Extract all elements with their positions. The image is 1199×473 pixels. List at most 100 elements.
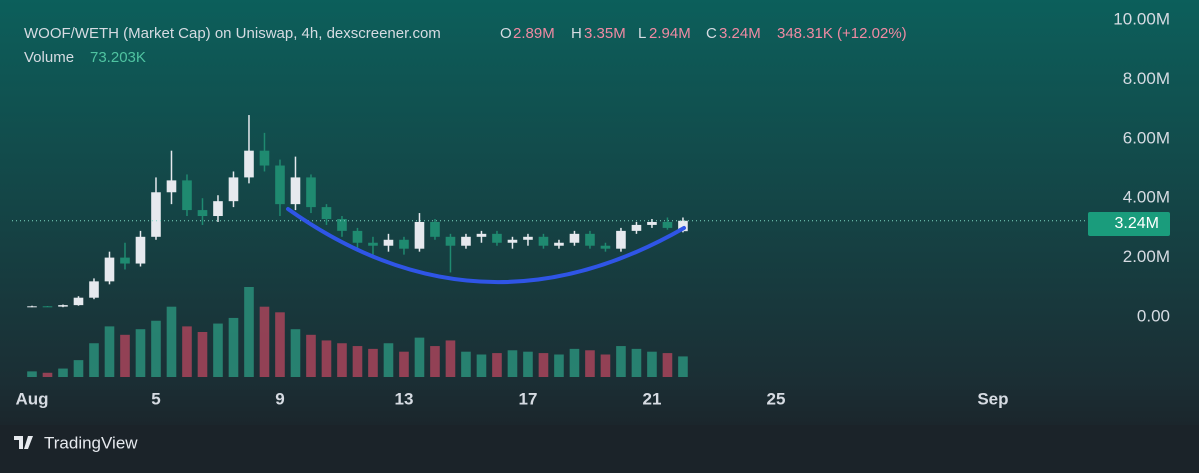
x-tick-label: 21	[642, 389, 661, 408]
volume-bar	[275, 312, 285, 377]
candle-body	[662, 221, 673, 228]
x-tick-label: 13	[395, 389, 414, 408]
candle-body	[461, 236, 471, 246]
candle-body	[647, 221, 657, 225]
candle-body	[104, 257, 115, 282]
candle-body	[197, 210, 208, 217]
candle-body	[182, 180, 192, 211]
candle-body	[445, 236, 456, 246]
candle-body	[321, 207, 332, 219]
volume-bar	[600, 354, 611, 377]
volume-bar	[42, 372, 53, 377]
candle-body	[275, 165, 285, 205]
volume-bar	[135, 329, 146, 377]
volume-bar	[213, 323, 223, 377]
candle-body	[213, 201, 223, 217]
candle-body	[600, 245, 611, 249]
logo-icon	[14, 436, 33, 449]
candle-body	[569, 233, 580, 243]
volume-bar	[585, 350, 595, 377]
candle-body	[585, 233, 595, 246]
volume-bar	[73, 360, 84, 377]
candle-body	[414, 221, 425, 249]
brand: TradingView	[44, 433, 138, 452]
x-tick-label: 17	[519, 389, 538, 408]
y-tick-label: 0.00	[1137, 306, 1170, 325]
volume-bar	[290, 329, 301, 377]
candle-body	[399, 239, 409, 249]
marks	[12, 115, 1088, 377]
candle-body	[430, 221, 440, 237]
candle-body	[616, 230, 626, 249]
volume-bar	[244, 287, 254, 377]
candle-body	[476, 233, 487, 237]
volume-bar	[476, 354, 487, 377]
candle-body	[368, 242, 378, 246]
y-tick-label: 4.00M	[1123, 188, 1170, 207]
x-tick-label: Sep	[977, 389, 1008, 408]
candle-body	[73, 297, 84, 306]
candle-body	[89, 281, 99, 298]
volume-bar	[151, 320, 161, 377]
candle-body	[678, 220, 688, 232]
volume-bar	[507, 350, 518, 377]
candle-body	[27, 306, 37, 308]
footer-background	[0, 425, 1199, 468]
title: WOOF/WETH (Market Cap) on Uniswap, 4h, d…	[24, 25, 441, 42]
open-label: O	[500, 25, 512, 42]
candle-body	[383, 239, 394, 246]
candle-body	[523, 236, 533, 240]
candle-body	[42, 306, 53, 308]
open-value: 2.89M	[513, 25, 555, 42]
trend-curve	[286, 207, 686, 285]
y-tick-label: 8.00M	[1123, 69, 1170, 88]
volume-bar	[569, 348, 580, 377]
volume-bar	[538, 353, 549, 377]
candle-body	[259, 150, 270, 166]
volume-bar	[631, 348, 642, 377]
volume-bar	[182, 326, 192, 377]
volume-bar	[321, 340, 332, 377]
volume-bar	[197, 332, 208, 377]
candle-body	[120, 257, 130, 264]
volume-bar	[430, 346, 440, 377]
high-value: 3.35M	[584, 25, 626, 42]
volume-bar	[352, 346, 363, 377]
candle-body	[352, 230, 363, 243]
volume-bar	[104, 326, 115, 377]
volume-bar	[523, 351, 533, 377]
volume-bar	[337, 343, 347, 377]
candle-body	[507, 239, 518, 243]
volume-bar	[662, 353, 673, 377]
volume-bar	[306, 334, 316, 377]
low-value: 2.94M	[649, 25, 691, 42]
candle-body	[166, 180, 177, 193]
candle-body	[337, 218, 347, 231]
volume-bar	[461, 351, 471, 377]
volume-bar	[616, 346, 626, 377]
volume-label: Volume	[24, 49, 74, 66]
volume-bar	[58, 368, 68, 377]
close-value: 3.24M	[719, 25, 761, 42]
y-tick-label: 10.00M	[1113, 9, 1170, 28]
volume-bar	[259, 306, 270, 377]
y-tick-label: 2.00M	[1123, 247, 1170, 266]
y-tick-label: 6.00M	[1123, 128, 1170, 147]
price-tag-label: 3.24M	[1115, 215, 1159, 232]
volume-bar	[414, 337, 425, 377]
volume-bar	[492, 353, 502, 377]
volume-bar	[89, 343, 99, 377]
high-label: H	[571, 25, 582, 42]
volume-bar	[383, 343, 394, 377]
volume-bar	[166, 306, 177, 377]
x-tick-label: 9	[275, 389, 284, 408]
plot-background	[0, 0, 1199, 425]
candle-body	[290, 177, 301, 205]
candle-body	[538, 236, 549, 246]
volume-bar	[27, 371, 37, 377]
candle-body	[244, 150, 254, 178]
x-tick-label: 5	[151, 389, 160, 408]
volume-bar	[554, 354, 564, 377]
